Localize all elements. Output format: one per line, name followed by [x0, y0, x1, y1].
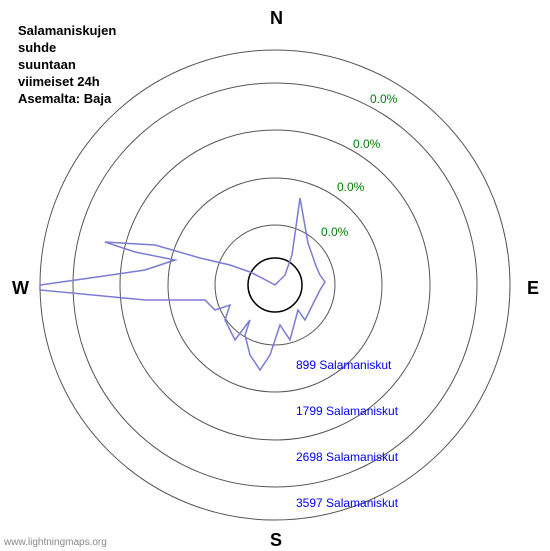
- footer-attribution: www.lightningmaps.org: [4, 537, 107, 548]
- chart-title: Salamaniskujen suhde suuntaan viimeiset …: [18, 23, 116, 107]
- ring-label-green-1: 0.0%: [353, 137, 380, 151]
- compass-n: N: [270, 8, 283, 29]
- ring-label-blue-3: 3597 Salamaniskut: [296, 496, 398, 510]
- ring-label-blue-1: 1799 Salamaniskut: [296, 404, 398, 418]
- ring-label-blue-2: 2698 Salamaniskut: [296, 450, 398, 464]
- ring-label-green-2: 0.0%: [337, 180, 364, 194]
- ring-label-green-3: 0.0%: [321, 225, 348, 239]
- compass-w: W: [12, 278, 29, 299]
- ring-label-green-0: 0.0%: [370, 92, 397, 106]
- compass-e: E: [527, 278, 539, 299]
- compass-s: S: [270, 530, 282, 551]
- ring-label-blue-0: 899 Salamaniskut: [296, 358, 391, 372]
